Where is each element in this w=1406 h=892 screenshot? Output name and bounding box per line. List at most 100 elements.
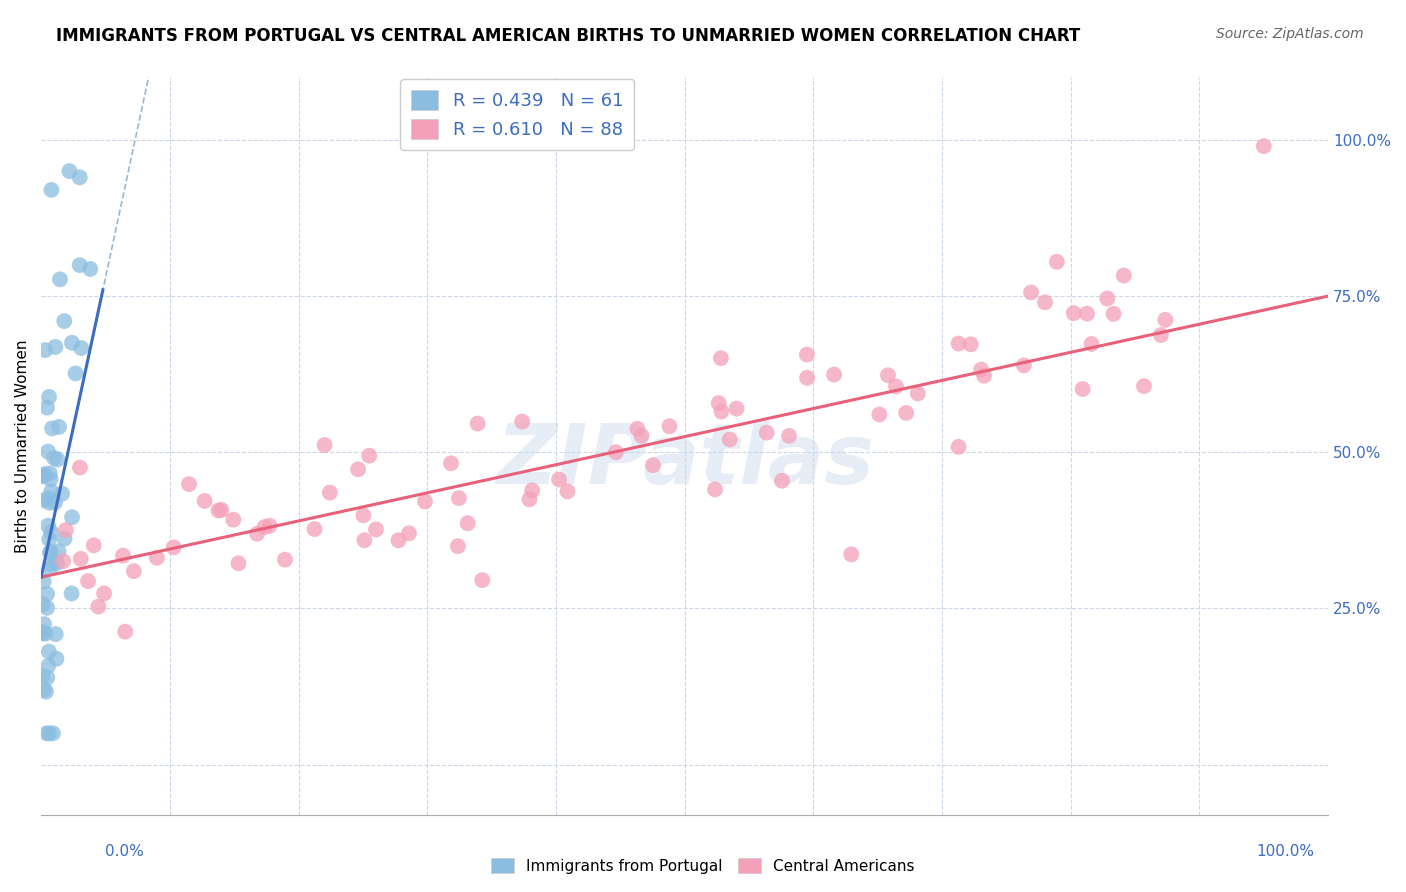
Point: [77, 574, 100, 588]
Point: [209, 503, 232, 517]
Point: [53, 314, 76, 328]
Point: [520, 483, 543, 498]
Point: [658, 419, 681, 434]
Point: [948, 440, 970, 454]
Point: [1071, 382, 1094, 396]
Point: [304, 522, 326, 536]
Point: [440, 456, 463, 470]
Point: [353, 533, 375, 548]
Point: [32, 617, 55, 632]
Point: [55, 523, 77, 537]
Point: [31, 669, 53, 683]
Point: [87, 599, 110, 614]
Point: [52, 554, 75, 568]
Point: [194, 494, 217, 508]
Text: Source: ZipAtlas.com: Source: ZipAtlas.com: [1216, 27, 1364, 41]
Point: [314, 438, 336, 452]
Point: [39, 472, 62, 486]
Point: [246, 526, 269, 541]
Point: [46, 556, 69, 570]
Point: [253, 520, 276, 534]
Point: [228, 557, 250, 571]
Point: [39, 544, 62, 558]
Point: [877, 368, 900, 383]
Point: [770, 474, 793, 488]
Point: [1112, 268, 1135, 283]
Point: [755, 425, 778, 440]
Point: [60, 335, 83, 350]
Point: [973, 368, 995, 383]
Text: 0.0%: 0.0%: [105, 845, 145, 859]
Point: [37, 587, 59, 601]
Point: [796, 371, 818, 385]
Point: [1019, 285, 1042, 300]
Point: [1080, 337, 1102, 351]
Point: [471, 573, 494, 587]
Legend: Immigrants from Portugal, Central Americans: Immigrants from Portugal, Central Americ…: [485, 852, 921, 880]
Point: [48, 420, 70, 434]
Point: [1076, 307, 1098, 321]
Point: [884, 379, 907, 393]
Point: [44, 340, 66, 354]
Point: [519, 492, 541, 507]
Point: [39, 557, 62, 571]
Point: [31, 597, 53, 611]
Point: [146, 550, 169, 565]
Point: [39, 524, 62, 539]
Point: [398, 526, 420, 541]
Point: [114, 624, 136, 639]
Point: [31, 624, 53, 639]
Y-axis label: Births to Unmarried Women: Births to Unmarried Women: [15, 339, 30, 553]
Point: [1150, 328, 1173, 343]
Point: [907, 386, 929, 401]
Point: [823, 368, 845, 382]
Point: [38, 390, 60, 404]
Text: IMMIGRANTS FROM PORTUGAL VS CENTRAL AMERICAN BIRTHS TO UNMARRIED WOMEN CORRELATI: IMMIGRANTS FROM PORTUGAL VS CENTRAL AMER…: [56, 27, 1080, 45]
Point: [970, 362, 993, 376]
Point: [38, 726, 60, 740]
Point: [1033, 295, 1056, 310]
Point: [34, 626, 56, 640]
Point: [93, 586, 115, 600]
Point: [41, 421, 63, 435]
Point: [79, 261, 101, 276]
Point: [778, 429, 800, 443]
Point: [31, 626, 53, 640]
Text: 100.0%: 100.0%: [1257, 845, 1315, 859]
Point: [41, 484, 63, 499]
Point: [447, 491, 470, 505]
Point: [1154, 313, 1177, 327]
Point: [112, 549, 135, 563]
Point: [34, 343, 56, 358]
Point: [548, 473, 571, 487]
Point: [44, 495, 66, 509]
Point: [347, 462, 370, 476]
Point: [704, 483, 727, 497]
Point: [1102, 307, 1125, 321]
Point: [60, 510, 83, 524]
Point: [557, 484, 579, 499]
Point: [35, 726, 58, 740]
Point: [274, 552, 297, 566]
Point: [37, 659, 59, 673]
Point: [83, 538, 105, 552]
Point: [38, 467, 60, 481]
Point: [34, 467, 56, 481]
Point: [177, 477, 200, 491]
Point: [387, 533, 409, 548]
Point: [69, 170, 91, 185]
Point: [38, 644, 60, 658]
Point: [1133, 379, 1156, 393]
Point: [49, 272, 72, 286]
Point: [868, 408, 890, 422]
Point: [37, 491, 59, 505]
Point: [39, 561, 62, 575]
Point: [959, 337, 981, 351]
Point: [163, 541, 186, 555]
Point: [641, 458, 664, 472]
Point: [605, 445, 627, 459]
Point: [718, 433, 741, 447]
Point: [447, 539, 470, 553]
Point: [319, 485, 342, 500]
Point: [1253, 139, 1275, 153]
